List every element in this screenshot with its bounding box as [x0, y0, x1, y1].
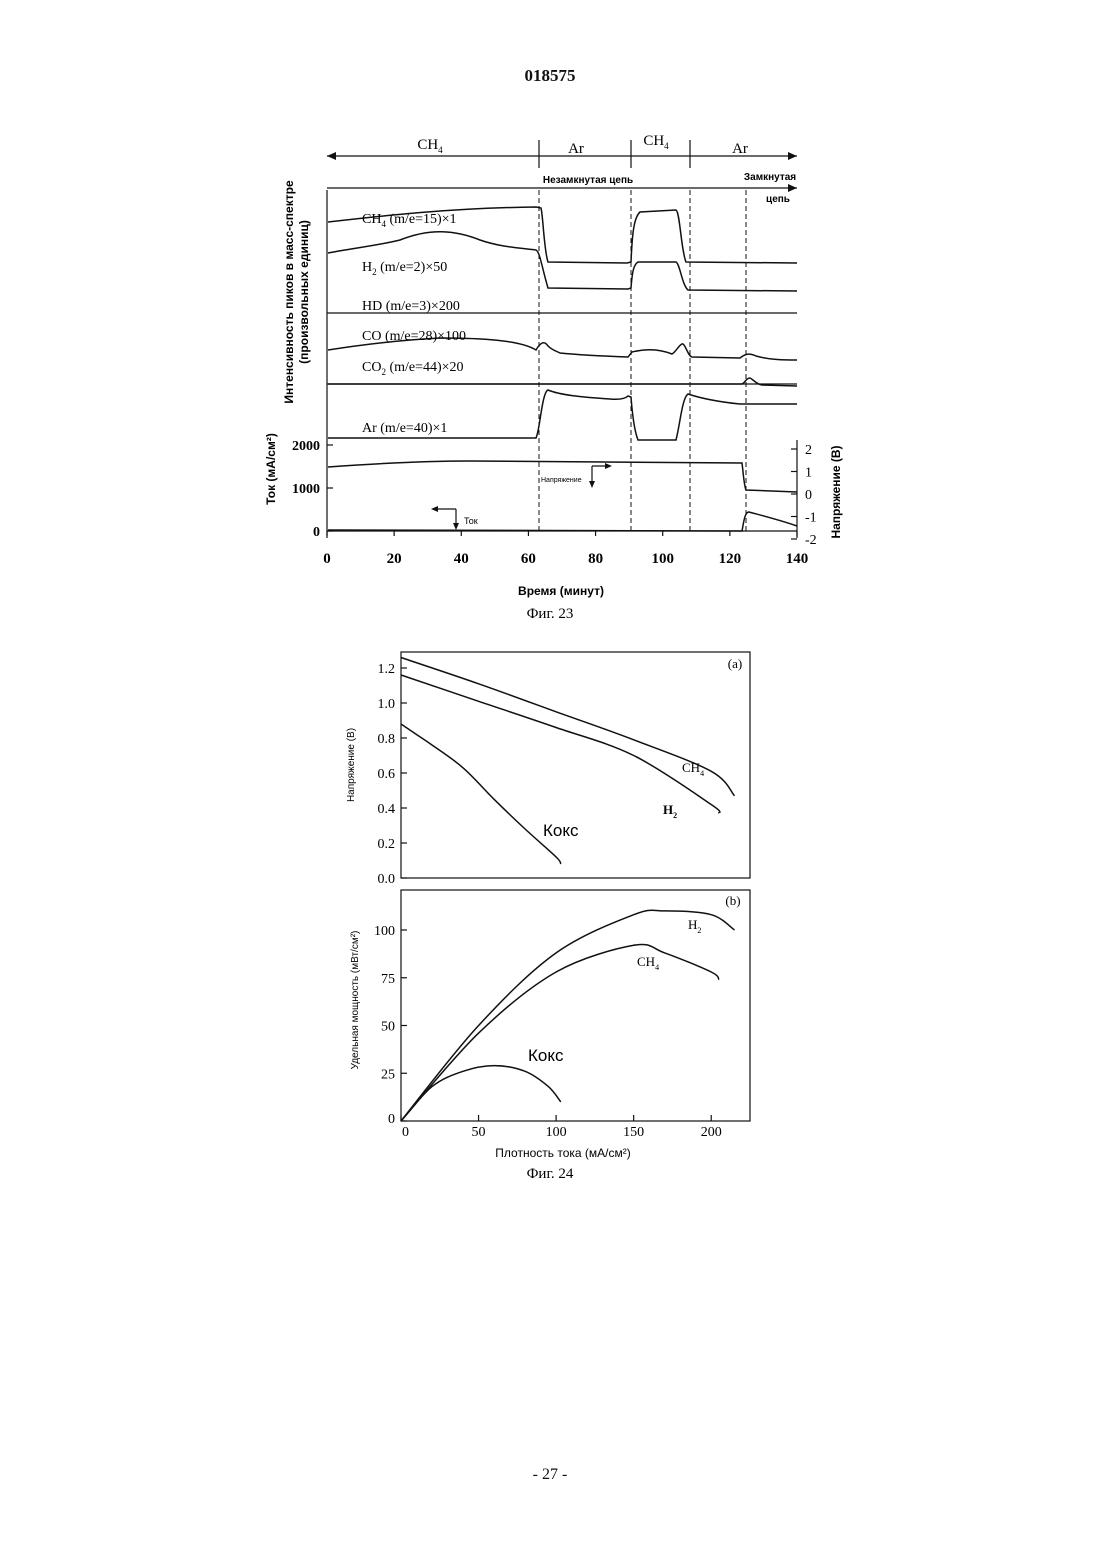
fig24-x-ticks: 0 50 100 150 200 — [401, 1115, 722, 1140]
panel-b-y-ticks: 0 25 50 75 100 — [374, 924, 407, 1127]
fig24-caption: Фиг. 24 — [527, 1166, 574, 1182]
panel-b-y-tick-label: 50 — [381, 1020, 395, 1035]
panel-a-y-tick-label: 0.4 — [378, 802, 396, 817]
label-a-ch4: CH4 — [682, 760, 704, 778]
panel-b-frame — [401, 890, 750, 1121]
panel-a-tag: (a) — [728, 656, 742, 671]
panel-b-y-tick-label: 25 — [381, 1067, 395, 1082]
panel-b-y-tick-label: 75 — [381, 972, 395, 987]
xlabel-current-density: Плотность тока (мА/см²) — [495, 1146, 630, 1160]
label-a-h2: H2 — [663, 802, 677, 820]
panel-a-y-ticks: 0.0 0.2 0.4 0.6 0.8 1.0 1.2 — [378, 662, 408, 887]
fig24-chart: (a) (b) 0.0 0.2 0.4 0.6 0.8 1.0 1.2 0 25 50 75 100… — [0, 0, 1100, 1200]
fig24-x-tick-label: 0 — [402, 1125, 409, 1140]
panel-a-y-tick-label: 0.0 — [378, 872, 396, 887]
panel-b-lines — [401, 910, 735, 1121]
ylabel-power-b: Удельная мощность (мВт/см²) — [350, 931, 361, 1070]
label-b-h2: H2 — [688, 917, 701, 935]
panel-a-y-tick-label: 0.2 — [378, 837, 396, 852]
panel-a-y-tick-label: 0.8 — [378, 732, 396, 747]
label-b-coke: Кокс — [528, 1046, 564, 1065]
fig24-x-tick-label: 200 — [701, 1125, 722, 1140]
panel-a-series-line — [401, 675, 720, 813]
label-b-ch4: CH4 — [637, 954, 659, 972]
panel-a-series-line — [401, 658, 735, 796]
fig24-x-tick-label: 150 — [623, 1125, 644, 1140]
fig24-x-tick-label: 50 — [472, 1125, 486, 1140]
panel-b-tag: (b) — [725, 893, 740, 908]
panel-a-y-tick-label: 0.6 — [378, 767, 396, 782]
panel-b-series-line — [401, 910, 735, 1121]
panel-b-series-line — [401, 1066, 561, 1121]
fig24-x-tick-label: 100 — [546, 1125, 567, 1140]
ylabel-voltage-a: Напряжение (В) — [346, 728, 357, 802]
panel-b-y-tick-label: 100 — [374, 924, 395, 939]
panel-b-y-tick-label: 0 — [388, 1112, 395, 1127]
panel-a-y-tick-label: 1.2 — [378, 662, 396, 677]
label-a-coke: Кокс — [543, 821, 579, 840]
panel-a-series-line — [401, 724, 561, 864]
page-number-footer: - 27 - — [0, 1466, 1100, 1484]
panel-b-series-line — [401, 944, 719, 1121]
panel-a-y-tick-label: 1.0 — [378, 697, 396, 712]
